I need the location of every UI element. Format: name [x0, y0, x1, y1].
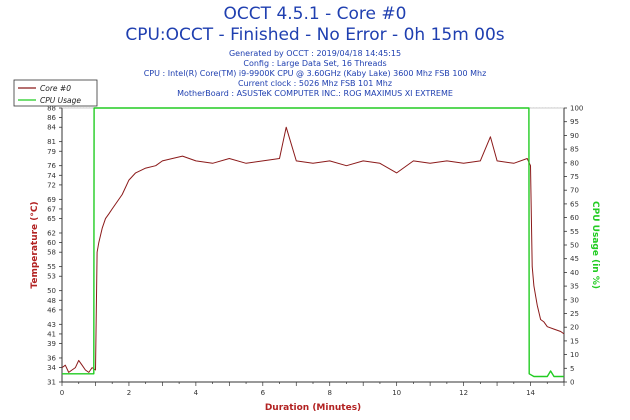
legend-entry: Core #0 — [40, 84, 71, 93]
left-tick-label: 69 — [47, 196, 56, 204]
left-tick-label: 88 — [47, 105, 56, 113]
left-tick-label: 60 — [47, 239, 56, 247]
right-tick-label: 15 — [570, 337, 579, 345]
left-tick-label: 58 — [47, 249, 56, 257]
left-tick-label: 74 — [47, 172, 56, 180]
chart-title: OCCT 4.5.1 - Core #0 — [223, 4, 407, 24]
left-tick-label: 84 — [47, 124, 56, 132]
left-tick-label: 72 — [47, 181, 56, 189]
right-tick-label: 20 — [570, 324, 579, 332]
left-tick-label: 48 — [47, 297, 56, 305]
left-tick-label: 34 — [47, 364, 56, 372]
right-axis-ticks: 0 5 10 15 20 25 30 35 40 45 50 55 60 65 70 75 80 85 90 95 10… — [564, 105, 583, 387]
right-tick-label: 80 — [570, 159, 579, 167]
x-axis-label: Duration (Minutes) — [265, 403, 361, 413]
right-tick-label: 10 — [570, 351, 579, 359]
bottom-tick-label: 10 — [392, 389, 401, 397]
left-tick-label: 86 — [47, 114, 56, 122]
series-cpu-usage-line — [62, 107, 564, 378]
bottom-tick-label: 4 — [194, 389, 199, 397]
bottom-tick-label: 2 — [127, 389, 131, 397]
info-motherboard: MotherBoard : ASUSTeK COMPUTER INC.: ROG… — [177, 89, 453, 98]
info-cpu: CPU : Intel(R) Core(TM) i9-9900K CPU @ 3… — [143, 69, 487, 78]
plot-background — [62, 108, 564, 382]
right-tick-label: 75 — [570, 173, 579, 181]
legend: Core #0 CPU Usage — [13, 79, 98, 107]
plot-frame — [61, 107, 565, 383]
info-generated: Generated by OCCT : 2019/04/18 14:45:15 — [228, 49, 402, 58]
left-tick-label: 79 — [47, 148, 56, 156]
right-tick-label: 25 — [570, 310, 579, 318]
bottom-tick-label: 8 — [327, 389, 331, 397]
y-axis-label-left: Temperature (°C) — [30, 201, 40, 288]
right-tick-label: 0 — [570, 379, 574, 387]
bottom-tick-label: 6 — [261, 389, 266, 397]
right-tick-label: 85 — [570, 146, 579, 154]
bottom-tick-label: 0 — [60, 389, 64, 397]
left-tick-label: 62 — [47, 229, 56, 237]
left-tick-label: 39 — [47, 340, 56, 348]
left-tick-label: 55 — [47, 263, 56, 271]
right-tick-label: 35 — [570, 283, 579, 291]
bottom-tick-label: 14 — [526, 389, 535, 397]
legend-entry: CPU Usage — [40, 96, 81, 105]
right-tick-label: 100 — [570, 105, 583, 113]
right-tick-label: 50 — [570, 242, 579, 250]
info-clock: Current clock : 5026 Mhz FSB 101 Mhz — [237, 79, 393, 88]
left-tick-label: 43 — [47, 321, 56, 329]
left-tick-label: 31 — [47, 379, 56, 387]
left-tick-label: 41 — [47, 330, 56, 338]
left-tick-label: 36 — [47, 354, 56, 362]
legend-box — [13, 79, 98, 107]
right-tick-label: 60 — [570, 214, 579, 222]
info-config: Config : Large Data Set, 16 Threads — [243, 59, 387, 68]
left-tick-label: 67 — [47, 205, 56, 213]
right-tick-label: 95 — [570, 118, 579, 126]
bottom-tick-label: 12 — [459, 389, 468, 397]
left-tick-label: 46 — [47, 306, 56, 314]
left-tick-label: 50 — [47, 287, 56, 295]
right-tick-label: 5 — [570, 365, 574, 373]
right-tick-label: 40 — [570, 269, 579, 277]
right-tick-label: 45 — [570, 255, 579, 263]
left-tick-label: 81 — [47, 138, 56, 146]
right-tick-label: 55 — [570, 228, 579, 236]
right-tick-label: 90 — [570, 132, 579, 140]
chart-subtitle: CPU:OCCT - Finished - No Error - 0h 15m … — [125, 25, 505, 45]
series-layer — [61, 107, 565, 378]
y-axis-label-right: CPU Usage (in %) — [590, 201, 600, 289]
right-tick-label: 70 — [570, 187, 579, 195]
right-tick-label: 65 — [570, 200, 579, 208]
left-tick-label: 53 — [47, 273, 56, 281]
left-tick-label: 76 — [47, 162, 56, 170]
bottom-axis-ticks: 0 2 4 6 8 10 12 14 — [60, 382, 565, 397]
left-tick-label: 65 — [47, 215, 56, 223]
right-tick-label: 30 — [570, 296, 579, 304]
